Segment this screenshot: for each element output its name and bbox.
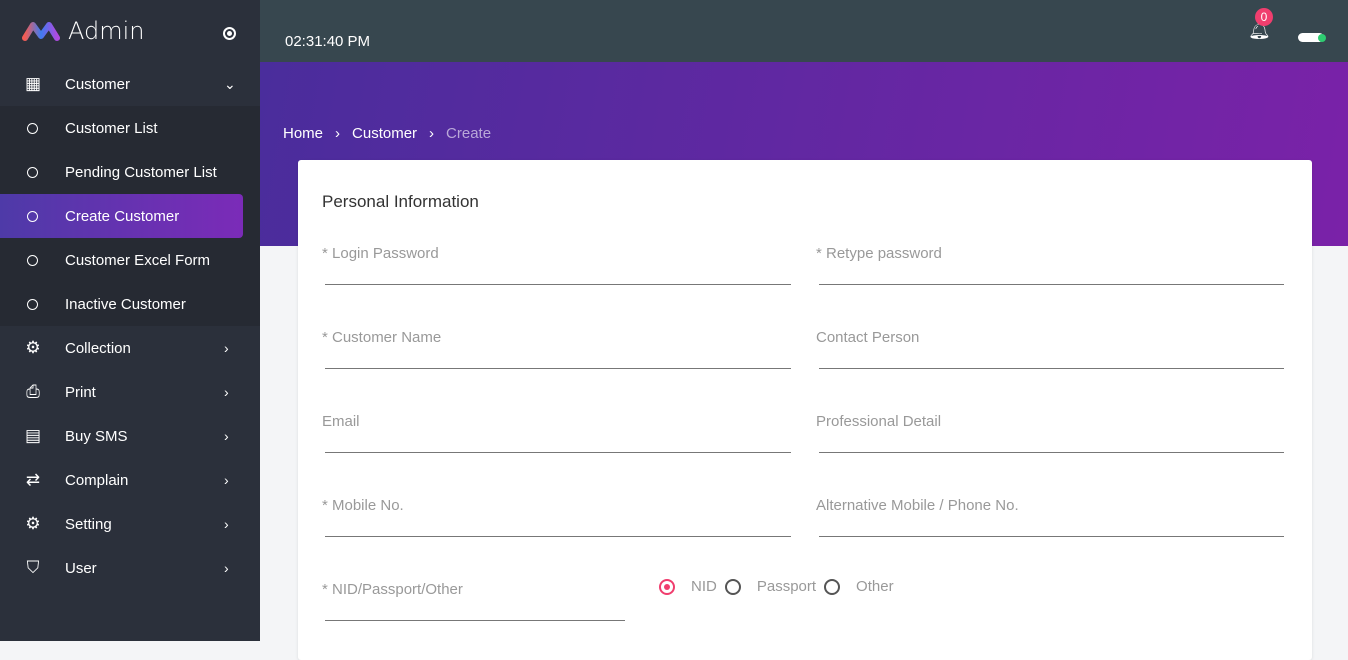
avatar[interactable]: [1298, 33, 1326, 42]
sidebar-item-print[interactable]: ⎙ Print ›: [0, 370, 260, 414]
sidebar-toggle[interactable]: [223, 27, 236, 40]
form-title: Personal Information: [322, 192, 479, 211]
sidebar-item-user[interactable]: ⛉ User ›: [0, 546, 260, 590]
sidebar-item-label: Complain: [65, 471, 129, 489]
logo-icon: [22, 22, 60, 41]
circle-icon: [27, 211, 38, 222]
clock: 02:31:40 PM: [285, 33, 371, 50]
alternative-mobile-field[interactable]: Alternative Mobile / Phone No.: [816, 497, 1284, 537]
field-label: * NID/Passport/Other: [322, 581, 463, 598]
login-password-field[interactable]: * Login Password: [322, 245, 791, 285]
sidebar-item-buy-sms[interactable]: ▤ Buy SMS ›: [0, 414, 260, 458]
chevron-right-icon: ›: [224, 560, 229, 576]
topbar: 02:31:40 PM 🔔︎ 0: [260, 0, 1348, 62]
retype-password-field[interactable]: * Retype password: [816, 245, 1284, 285]
chevron-right-icon: ›: [335, 125, 341, 142]
circle-icon: [27, 255, 38, 266]
sidebar-item-inactive-customer[interactable]: Inactive Customer: [0, 282, 260, 326]
chevron-right-icon: ›: [224, 340, 229, 356]
sidebar-item-label: Customer List: [65, 119, 158, 137]
breadcrumb-customer[interactable]: Customer: [352, 125, 418, 142]
sidebar-item-label: Create Customer: [65, 207, 180, 225]
sidebar-item-label: Customer: [65, 75, 131, 93]
sidebar-item-customer-excel-form[interactable]: Customer Excel Form: [0, 238, 260, 282]
chevron-right-icon: ›: [429, 125, 435, 142]
message-icon: ▤: [24, 426, 42, 445]
chevron-right-icon: ›: [224, 472, 229, 488]
breadcrumb-current: Create: [446, 125, 492, 142]
sidebar-item-label: Buy SMS: [65, 427, 128, 445]
breadcrumb-home[interactable]: Home: [283, 125, 324, 142]
shield-check-icon: ⛉: [26, 558, 40, 577]
radio-label: NID: [691, 578, 717, 595]
breadcrumb: Home › Customer › Create: [283, 125, 491, 142]
sidebar-item-label: Pending Customer List: [65, 163, 217, 181]
sidebar-item-label: Print: [65, 383, 96, 401]
contact-person-field[interactable]: Contact Person: [816, 329, 1284, 369]
chevron-right-icon: ›: [224, 384, 229, 400]
chevron-down-icon: ⌄: [224, 75, 236, 92]
professional-detail-field[interactable]: Professional Detail: [816, 413, 1284, 453]
radio-passport[interactable]: [724, 578, 741, 595]
radio-other[interactable]: [824, 578, 841, 595]
field-label: * Customer Name: [322, 329, 442, 346]
sidebar-item-customer-list[interactable]: Customer List: [0, 106, 260, 150]
sidebar-item-collection[interactable]: ⚙ Collection ›: [0, 326, 260, 370]
chevron-right-icon: ›: [224, 428, 229, 444]
nid-passport-field[interactable]: * NID/Passport/Other: [322, 581, 625, 621]
sidebar-item-setting[interactable]: ⚙ Setting ›: [0, 502, 260, 546]
sidebar-item-complain[interactable]: ⇄ Complain ›: [0, 458, 260, 502]
sidebar-item-label: Setting: [65, 515, 112, 533]
radio-label: Passport: [756, 578, 817, 595]
field-label: Professional Detail: [816, 413, 942, 430]
field-label: * Retype password: [816, 245, 942, 262]
id-type-radio-group: NID Passport Other: [659, 578, 902, 595]
dashboard-icon: ▦: [24, 74, 42, 93]
radio-nid[interactable]: [659, 578, 675, 595]
notification-badge: 0: [1255, 8, 1273, 26]
sidebar-item-label: User: [65, 559, 97, 577]
field-label: Alternative Mobile / Phone No.: [816, 497, 1019, 514]
brand-title: Admin: [68, 17, 145, 45]
sidebar-item-label: Inactive Customer: [65, 295, 186, 313]
settings-box-icon: ⚙: [25, 514, 41, 533]
printer-icon: ⎙: [26, 382, 40, 401]
field-label: * Login Password: [322, 245, 439, 262]
gear-icon: ⚙: [25, 338, 41, 357]
sidebar-item-customer[interactable]: ▦ Customer ⌄: [0, 62, 260, 106]
field-label: Email: [322, 413, 360, 430]
circle-icon: [27, 123, 38, 134]
circle-icon: [27, 299, 38, 310]
field-label: * Mobile No.: [322, 497, 404, 514]
sidebar-item-label: Customer Excel Form: [65, 251, 211, 269]
customer-name-field[interactable]: * Customer Name: [322, 329, 791, 369]
sidebar-item-pending-customer-list[interactable]: Pending Customer List: [0, 150, 260, 194]
customer-submenu: Customer List Pending Customer List Crea…: [0, 106, 260, 326]
compare-arrows-icon: ⇄: [25, 470, 41, 489]
brand: Admin: [0, 0, 260, 62]
personal-information-form: Personal Information * Login Password * …: [298, 160, 1312, 660]
sidebar: Admin ▦ Customer ⌄ Customer List Pending C…: [0, 0, 260, 641]
chevron-right-icon: ›: [224, 516, 229, 532]
email-field[interactable]: Email: [322, 413, 791, 453]
circle-icon: [27, 167, 38, 178]
sidebar-item-label: Collection: [65, 339, 131, 357]
radio-label: Other: [856, 578, 894, 595]
sidebar-item-create-customer[interactable]: Create Customer: [0, 194, 243, 238]
mobile-field[interactable]: * Mobile No.: [322, 497, 791, 537]
field-label: Contact Person: [816, 329, 920, 346]
